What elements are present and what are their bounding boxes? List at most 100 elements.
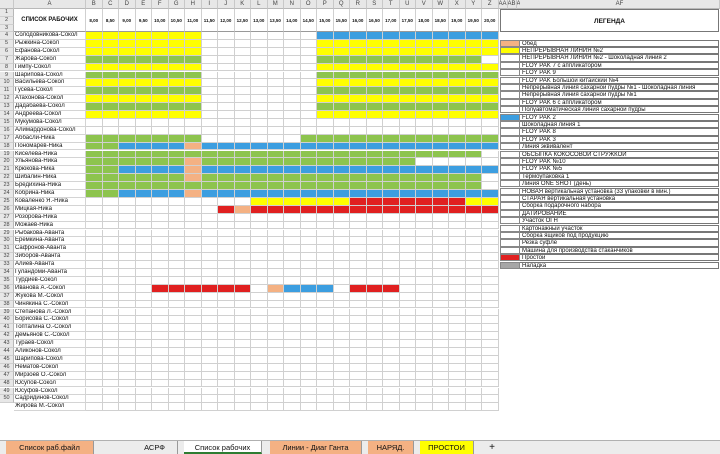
worker-name[interactable]: Жирова М.-Сокол — [14, 403, 86, 412]
schedule-cell[interactable] — [317, 103, 334, 111]
schedule-cell[interactable] — [201, 253, 218, 262]
schedule-cell[interactable] — [86, 174, 103, 183]
schedule-cell[interactable] — [449, 340, 466, 348]
schedule-cell[interactable] — [383, 63, 400, 72]
schedule-cell[interactable] — [152, 79, 169, 88]
schedule-cell[interactable] — [102, 276, 119, 285]
column-header[interactable]: H — [185, 0, 202, 9]
schedule-cell[interactable] — [119, 166, 136, 175]
schedule-cell[interactable] — [465, 118, 482, 127]
schedule-cell[interactable] — [449, 387, 466, 396]
schedule-cell[interactable] — [201, 150, 218, 159]
schedule-cell[interactable] — [185, 340, 202, 348]
schedule-cell[interactable] — [399, 79, 416, 88]
schedule-cell[interactable] — [284, 158, 301, 167]
schedule-cell[interactable] — [267, 355, 284, 364]
schedule-cell[interactable] — [251, 111, 268, 119]
row-number[interactable]: 22 — [0, 174, 14, 183]
schedule-cell[interactable] — [432, 87, 449, 96]
schedule-cell[interactable] — [482, 142, 499, 151]
schedule-cell[interactable] — [465, 387, 482, 396]
schedule-cell[interactable] — [482, 276, 499, 285]
schedule-cell[interactable] — [284, 79, 301, 88]
schedule-cell[interactable] — [185, 221, 202, 230]
schedule-cell[interactable] — [135, 395, 152, 404]
schedule-cell[interactable] — [416, 197, 433, 206]
schedule-cell[interactable] — [201, 79, 218, 88]
schedule-cell[interactable] — [201, 32, 218, 40]
schedule-cell[interactable] — [465, 261, 482, 269]
schedule-cell[interactable] — [399, 87, 416, 96]
worker-name[interactable]: Андреева-Сокол — [14, 111, 86, 119]
schedule-cell[interactable] — [218, 55, 235, 64]
schedule-cell[interactable] — [399, 332, 416, 341]
schedule-cell[interactable] — [366, 150, 383, 159]
schedule-cell[interactable] — [399, 300, 416, 309]
schedule-cell[interactable] — [185, 32, 202, 40]
schedule-cell[interactable] — [317, 395, 334, 404]
schedule-cell[interactable] — [416, 308, 433, 317]
schedule-cell[interactable] — [135, 63, 152, 72]
schedule-cell[interactable] — [449, 371, 466, 380]
schedule-cell[interactable] — [86, 79, 103, 88]
schedule-cell[interactable] — [465, 284, 482, 293]
schedule-cell[interactable] — [416, 111, 433, 119]
schedule-cell[interactable] — [416, 205, 433, 214]
schedule-cell[interactable] — [168, 182, 185, 190]
schedule-cell[interactable] — [102, 71, 119, 80]
schedule-cell[interactable] — [383, 213, 400, 222]
schedule-cell[interactable] — [366, 269, 383, 277]
schedule-cell[interactable] — [267, 229, 284, 238]
row-number[interactable]: 31 — [0, 245, 14, 254]
row-number[interactable]: 19 — [0, 150, 14, 159]
schedule-cell[interactable] — [135, 32, 152, 40]
schedule-cell[interactable] — [416, 79, 433, 88]
schedule-cell[interactable] — [135, 103, 152, 111]
column-header[interactable]: G — [168, 0, 185, 9]
schedule-cell[interactable] — [432, 292, 449, 301]
schedule-cell[interactable] — [449, 174, 466, 183]
schedule-cell[interactable] — [432, 340, 449, 348]
schedule-cell[interactable] — [168, 284, 185, 293]
row-number[interactable]: 4 — [0, 32, 14, 40]
schedule-cell[interactable] — [218, 213, 235, 222]
schedule-cell[interactable] — [416, 332, 433, 341]
schedule-cell[interactable] — [152, 111, 169, 119]
schedule-cell[interactable] — [350, 387, 367, 396]
schedule-cell[interactable] — [102, 332, 119, 341]
schedule-cell[interactable] — [135, 245, 152, 254]
schedule-cell[interactable] — [399, 340, 416, 348]
schedule-cell[interactable] — [350, 197, 367, 206]
schedule-cell[interactable] — [366, 213, 383, 222]
schedule-cell[interactable] — [152, 158, 169, 167]
schedule-cell[interactable] — [432, 174, 449, 183]
schedule-cell[interactable] — [300, 324, 317, 333]
schedule-cell[interactable] — [432, 190, 449, 198]
schedule-cell[interactable] — [300, 111, 317, 119]
schedule-cell[interactable] — [86, 111, 103, 119]
schedule-cell[interactable] — [482, 284, 499, 293]
schedule-cell[interactable] — [333, 269, 350, 277]
schedule-cell[interactable] — [267, 166, 284, 175]
schedule-cell[interactable] — [432, 47, 449, 56]
schedule-cell[interactable] — [300, 205, 317, 214]
schedule-cell[interactable] — [234, 229, 251, 238]
schedule-cell[interactable] — [251, 182, 268, 190]
schedule-cell[interactable] — [234, 276, 251, 285]
schedule-cell[interactable] — [135, 300, 152, 309]
column-header[interactable]: R — [350, 0, 367, 9]
schedule-cell[interactable] — [135, 340, 152, 348]
schedule-cell[interactable] — [135, 205, 152, 214]
schedule-cell[interactable] — [416, 253, 433, 262]
schedule-cell[interactable] — [168, 324, 185, 333]
schedule-cell[interactable] — [201, 111, 218, 119]
schedule-cell[interactable] — [366, 284, 383, 293]
schedule-cell[interactable] — [383, 103, 400, 111]
worker-name[interactable]: Демьянов С.-Сокол — [14, 332, 86, 341]
row-number[interactable]: 32 — [0, 253, 14, 262]
schedule-cell[interactable] — [102, 261, 119, 269]
schedule-cell[interactable] — [185, 111, 202, 119]
schedule-cell[interactable] — [251, 197, 268, 206]
schedule-cell[interactable] — [234, 158, 251, 167]
schedule-cell[interactable] — [449, 95, 466, 104]
